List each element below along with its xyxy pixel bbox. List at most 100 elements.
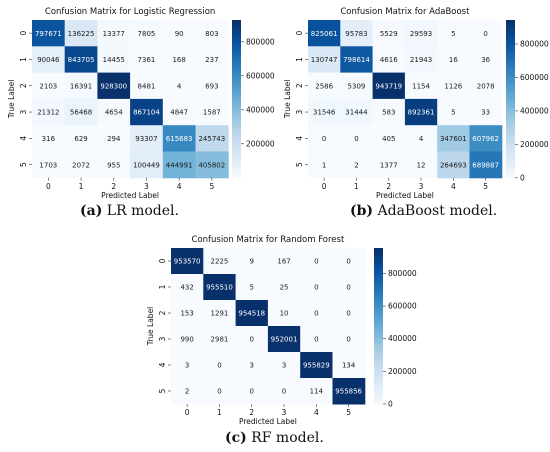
cell-value-label: 134	[342, 362, 356, 370]
heatmap-cell	[97, 46, 131, 74]
colorbar-segment	[374, 305, 383, 309]
colorbar-segment	[232, 85, 241, 89]
cell-value-label: 607962	[472, 135, 499, 143]
colorbar-segment	[374, 346, 383, 350]
heatmap-cell	[235, 326, 269, 353]
heatmap-cell	[171, 300, 204, 327]
y-tick-label: 4	[19, 136, 28, 141]
heatmap-cell	[162, 20, 196, 47]
caption-a-letter: (a)	[80, 203, 103, 219]
heatmap-cell	[340, 125, 374, 152]
cell-value-label: 168	[172, 56, 185, 64]
cell-value-label: 245743	[198, 135, 225, 143]
colorbar-segment	[374, 310, 383, 314]
cell-value-label: 237	[205, 56, 218, 64]
colorbar-segment	[506, 140, 515, 145]
heatmap-cell	[162, 46, 196, 74]
colorbar-segment	[506, 69, 515, 74]
heatmap-cell	[300, 378, 333, 405]
cell-value-label: 4616	[380, 56, 398, 64]
colorbar-segment	[232, 20, 241, 24]
heatmap-cell	[267, 248, 301, 275]
cell-value-label: 0	[250, 388, 254, 396]
heatmap-cell	[130, 98, 164, 126]
colorbar-segment	[232, 22, 241, 26]
cell-value-label: 943719	[375, 82, 402, 90]
heatmap-cell	[469, 151, 503, 179]
colorbar-segment	[506, 75, 515, 79]
heatmap-cell	[332, 378, 366, 405]
heatmap-cell	[203, 300, 237, 327]
colorbar-segment	[374, 323, 383, 327]
heatmap-cell	[300, 300, 333, 327]
colorbar-segment	[374, 248, 383, 252]
colorbar-segment	[506, 59, 515, 63]
colorbar-tick-label: 600000	[520, 73, 549, 82]
cell-value-label: 153	[180, 310, 193, 318]
colorbar-segment	[232, 172, 241, 176]
y-tick-label: 2	[19, 83, 28, 88]
colorbar-segment	[374, 344, 383, 348]
heatmap-cell	[97, 98, 131, 126]
heatmap-cell	[130, 151, 164, 179]
cell-value-label: 4	[177, 82, 182, 90]
cell-value-label: 56468	[70, 109, 92, 117]
colorbar-segment	[506, 85, 515, 89]
heatmap-cell	[97, 72, 131, 100]
colorbar-tick-label: 400000	[246, 105, 275, 114]
colorbar-segment	[232, 143, 241, 147]
cell-value-label: 0	[217, 362, 221, 370]
heatmap-cell	[469, 46, 503, 74]
colorbar-segment	[506, 104, 515, 108]
colorbar-segment	[232, 83, 241, 87]
colorbar-segment	[506, 127, 515, 131]
cell-value-label: 432	[180, 284, 193, 292]
x-tick-label: 2	[386, 182, 391, 191]
colorbar-segment	[506, 114, 515, 118]
y-tick-label: 0	[295, 31, 304, 36]
y-tick-label: 5	[295, 162, 304, 167]
cell-value-label: 2078	[477, 82, 495, 90]
cell-value-label: 25	[280, 284, 289, 292]
heatmap-cell	[203, 274, 237, 301]
colorbar-segment	[506, 143, 515, 147]
y-axis-label: True Label	[146, 307, 155, 347]
y-tick-label: 0	[19, 31, 28, 36]
cell-value-label: 1291	[211, 310, 229, 318]
heatmap-cell	[162, 151, 196, 179]
heatmap-cell	[130, 72, 164, 100]
cell-value-label: 952001	[271, 336, 298, 344]
colorbar-segment	[232, 125, 241, 129]
colorbar-segment	[374, 271, 383, 275]
colorbar-segment	[232, 30, 241, 34]
colorbar-segment	[506, 146, 515, 150]
cell-value-label: 843705	[68, 56, 95, 64]
colorbar-segment	[232, 101, 241, 105]
heatmap-cell	[308, 46, 341, 74]
y-tick-label: 3	[158, 336, 167, 341]
colorbar-segment	[232, 127, 241, 131]
cell-value-label: 4654	[105, 109, 123, 117]
colorbar-segment	[506, 51, 515, 55]
colorbar-segment	[506, 169, 515, 174]
colorbar-segment	[232, 154, 241, 158]
heatmap-cell	[372, 151, 406, 179]
heatmap-cell	[195, 46, 229, 74]
heatmap-cell	[171, 326, 204, 353]
y-axis-label: True Label	[7, 80, 16, 120]
cell-value-label: 0	[354, 135, 358, 143]
colorbar-segment	[374, 378, 383, 382]
cell-value-label: 693	[205, 82, 218, 90]
colorbar-segment	[506, 88, 515, 92]
colorbar-segment	[374, 250, 383, 254]
colorbar-segment	[506, 43, 515, 47]
colorbar-segment	[374, 302, 383, 306]
colorbar-segment	[232, 56, 241, 60]
heatmap-cell	[203, 378, 237, 405]
heatmap-cell	[32, 98, 66, 126]
cell-value-label: 31546	[313, 109, 336, 117]
cell-value-label: 803	[205, 30, 218, 38]
x-tick-label: 5	[483, 182, 488, 191]
chart-title: Confusion Matrix for Logistic Regression	[45, 7, 215, 17]
heatmap-cell	[171, 378, 204, 405]
